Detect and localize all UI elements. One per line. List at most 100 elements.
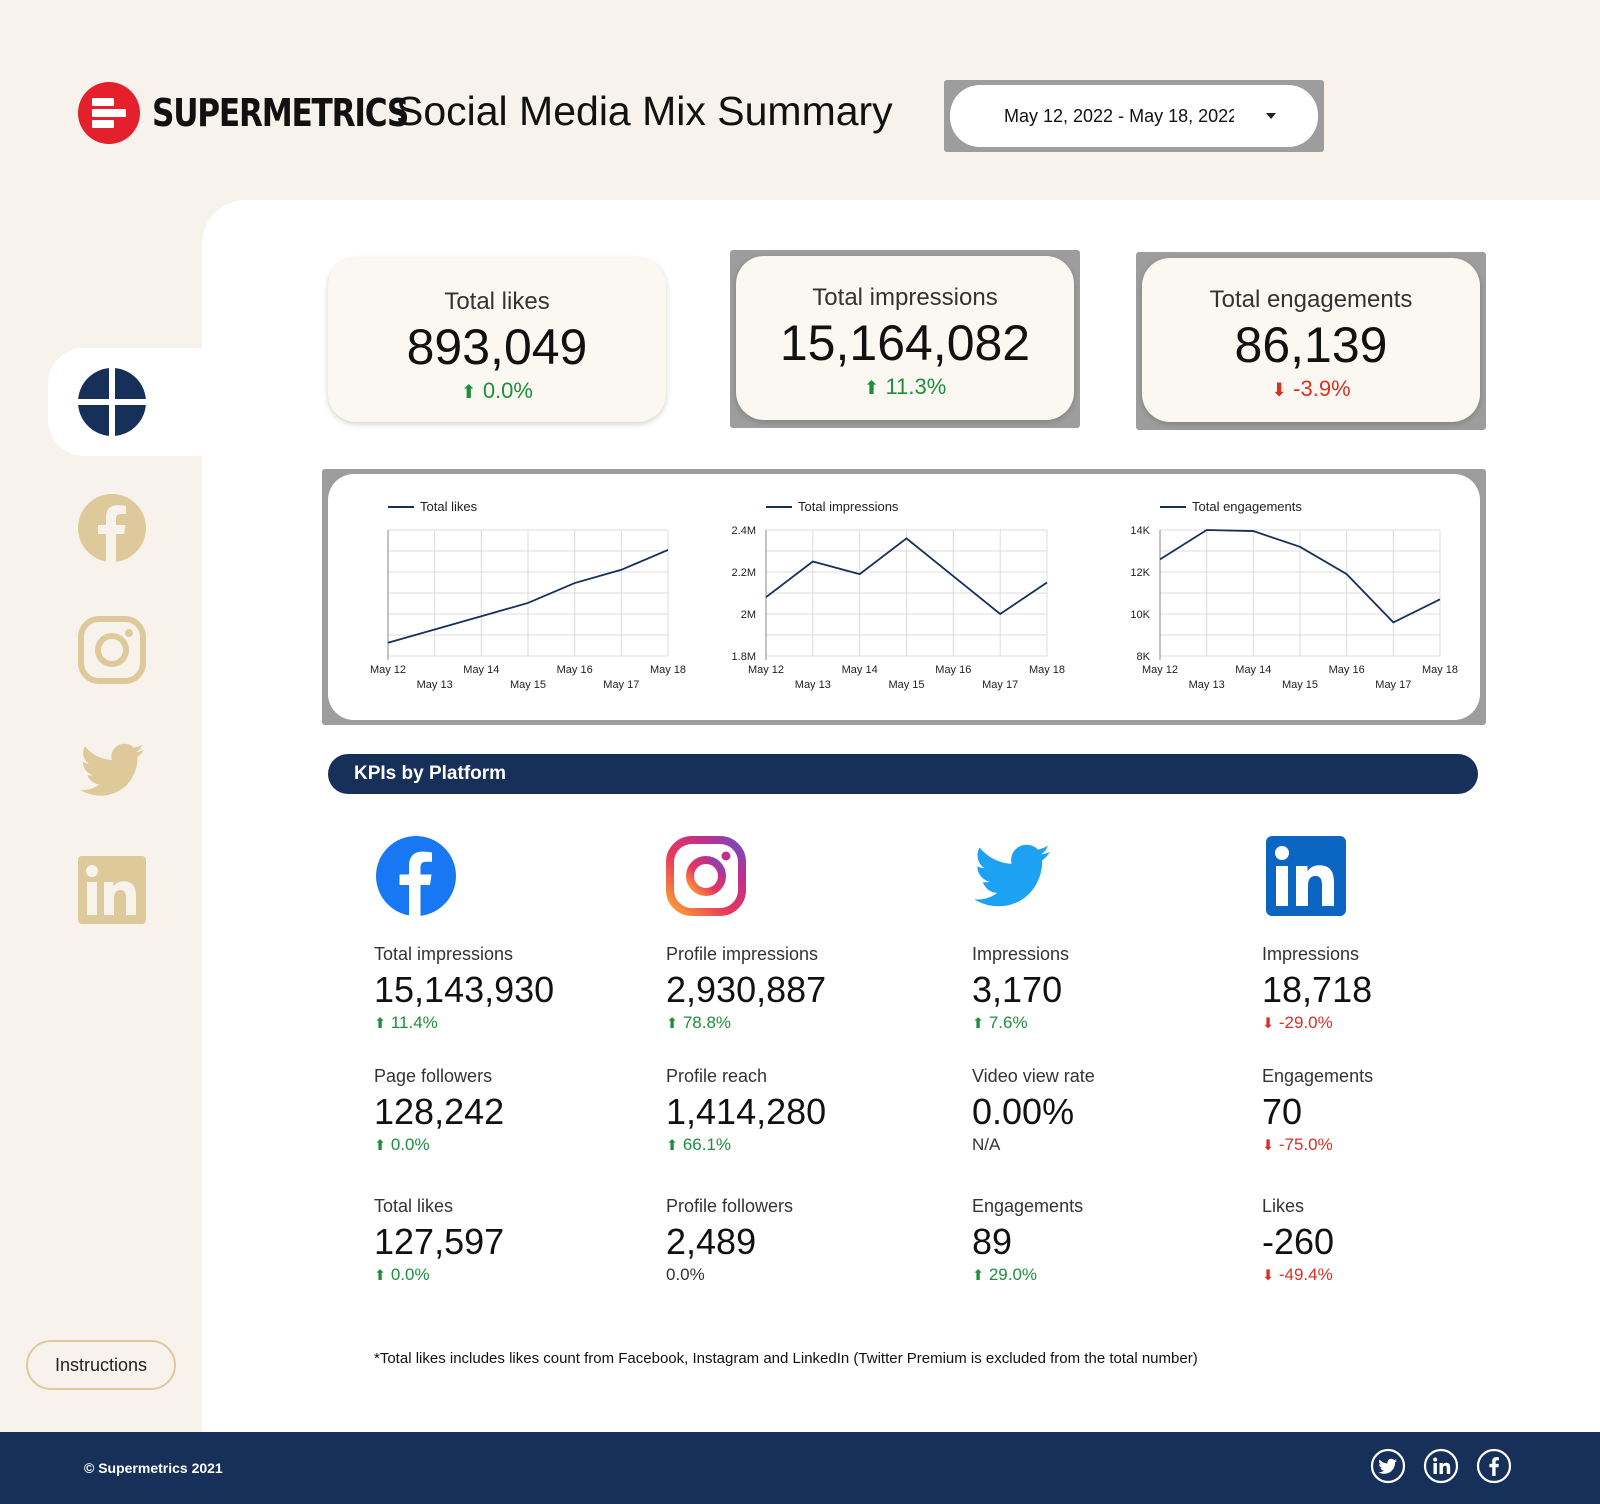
- kpi-metric-delta-value: -29.0%: [1278, 1013, 1333, 1032]
- kpi-metric-label: Profile followers: [666, 1196, 794, 1216]
- chart-x-tick-label: May 14: [463, 664, 499, 676]
- sidebar-item-twitter[interactable]: [78, 736, 146, 804]
- kpi-metric-delta-value: 78.8%: [682, 1013, 732, 1032]
- copyright: © Supermetrics 2021: [84, 1460, 223, 1476]
- kpi-metric-instagram: Profile reach 1,414,280 ⬆ 66.1%: [666, 1066, 826, 1155]
- kpi-metric-delta-value: N/A: [972, 1135, 1001, 1154]
- kpi-metric-value: -260: [1262, 1221, 1335, 1262]
- sidebar-item-linkedin[interactable]: [78, 856, 146, 924]
- kpi-metric-delta: ⬆ 0.0%: [374, 1265, 504, 1285]
- chart-y-tick-label: 2M: [741, 609, 756, 621]
- chart-x-tick-label: May 14: [842, 664, 878, 676]
- kpi-metric-delta: ⬆ 0.0%: [374, 1135, 504, 1155]
- kpi-metric-label: Video view rate: [972, 1066, 1095, 1086]
- chart-x-tick-label: May 18: [650, 664, 686, 676]
- arrow-up-icon: ⬆: [374, 1268, 387, 1284]
- kpi-card-total-likes: Total likes 893,049 ⬆ 0.0%: [328, 258, 666, 422]
- linkedin-icon[interactable]: [1423, 1448, 1459, 1484]
- sidebar-item-instagram[interactable]: [78, 616, 146, 684]
- twitter-icon[interactable]: [1370, 1448, 1406, 1484]
- kpi-metric-twitter: Engagements 89 ⬆ 29.0%: [972, 1196, 1083, 1285]
- kpi-metric-delta-value: 66.1%: [682, 1135, 732, 1154]
- kpi-metric-delta-value: 0.0%: [390, 1265, 430, 1284]
- kpi-metric-value: 70: [1262, 1091, 1303, 1132]
- kpi-metric-facebook: Total impressions 15,143,930 ⬆ 11.4%: [374, 944, 554, 1033]
- instructions-button[interactable]: Instructions: [26, 1340, 176, 1390]
- kpi-card-value: 86,139: [1234, 317, 1388, 373]
- kpi-metric-delta-value: 7.6%: [988, 1013, 1028, 1032]
- kpi-metric-label: Profile impressions: [666, 944, 819, 964]
- charts-frame: Total likes May 12 May 13 May 14 May 15 May 1…: [322, 469, 1486, 725]
- arrow-down-icon: ⬇: [1271, 379, 1288, 400]
- kpi-metric-delta-value: 29.0%: [988, 1265, 1038, 1284]
- chart-x-tick-label: May 16: [935, 664, 971, 676]
- kpi-metric-delta-value: -75.0%: [1278, 1135, 1333, 1154]
- kpi-metric-label: Total likes: [374, 1196, 454, 1216]
- date-range-value: May 12, 2022 - May 18, 2022: [1004, 105, 1234, 126]
- arrow-up-icon: ⬆: [666, 1016, 679, 1032]
- kpi-metric-label: Likes: [1262, 1196, 1305, 1216]
- chart-y-tick-label: 12K: [1130, 567, 1150, 579]
- arrow-up-icon: ⬆: [461, 381, 477, 402]
- chart-x-tick-label: May 17: [1375, 679, 1411, 691]
- brand-logo: SUPERMETRICS: [78, 82, 464, 144]
- kpi-card-label: Total impressions: [812, 284, 998, 311]
- sidebar-item-overview[interactable]: [78, 368, 146, 436]
- kpi-metric-delta: ⬇ -75.0%: [1262, 1135, 1373, 1155]
- kpi-card-delta: ⬆ 11.3%: [736, 374, 1074, 400]
- kpi-metric-delta: ⬆ 78.8%: [666, 1013, 826, 1033]
- chart-y-tick-label: 2.2M: [732, 567, 756, 579]
- chart-x-tick-label: May 13: [417, 679, 453, 691]
- chart-x-tick-label: May 16: [1329, 664, 1365, 676]
- header: SUPERMETRICS Social Media Mix Summary Ma…: [0, 0, 1600, 200]
- chart-x-tick-label: May 16: [557, 664, 593, 676]
- chart-y-tick-label: 2.4M: [732, 525, 756, 537]
- trend-charts: Total likes May 12 May 13 May 14 May 15 May 1…: [370, 499, 1458, 691]
- kpi-metric-label: Engagements: [1262, 1066, 1374, 1086]
- chart-x-tick-label: May 17: [982, 679, 1018, 691]
- chart-x-tick-label: May 12: [370, 664, 406, 676]
- facebook-icon[interactable]: [1476, 1448, 1512, 1484]
- chart-x-tick-label: May 18: [1422, 664, 1458, 676]
- kpi-metric-delta-value: 11.4%: [390, 1013, 438, 1032]
- kpi-metric-label: Page followers: [374, 1066, 493, 1086]
- arrow-up-icon: ⬆: [374, 1138, 387, 1154]
- kpi-metric-value: 2,489: [666, 1221, 757, 1262]
- kpi-metric-delta: N/A: [972, 1135, 1095, 1155]
- kpi-metric-delta: ⬆ 29.0%: [972, 1265, 1083, 1285]
- kpi-metric-label: Engagements: [972, 1196, 1084, 1216]
- kpi-metric-value: 3,170: [972, 969, 1063, 1010]
- kpi-metric-value: 127,597: [374, 1221, 505, 1262]
- chart-x-tick-label: May 17: [603, 679, 639, 691]
- kpi-metric-value: 1,414,280: [666, 1091, 827, 1132]
- kpi-card-delta: ⬆ 0.0%: [328, 378, 666, 404]
- kpi-metric-twitter: Video view rate 0.00% N/A: [972, 1066, 1095, 1155]
- instagram-icon: [666, 836, 746, 916]
- chart-x-tick-label: May 12: [748, 664, 784, 676]
- kpi-metric-label: Total impressions: [374, 944, 514, 964]
- chart-x-tick-label: May 13: [1189, 679, 1225, 691]
- arrow-down-icon: ⬇: [1262, 1268, 1275, 1284]
- kpi-metric-value: 0.00%: [972, 1091, 1075, 1132]
- kpi-metric-instagram: Profile followers 2,489 0.0%: [666, 1196, 793, 1285]
- sidebar-item-facebook[interactable]: [78, 494, 146, 562]
- kpi-metric-facebook: Total likes 127,597 ⬆ 0.0%: [374, 1196, 504, 1285]
- kpi-metric-delta: ⬇ -29.0%: [1262, 1013, 1372, 1033]
- kpi-card-label: Total likes: [444, 288, 550, 315]
- chart-x-tick-label: May 13: [795, 679, 831, 691]
- kpi-metric-facebook: Page followers 128,242 ⬆ 0.0%: [374, 1066, 504, 1155]
- kpi-metric-delta: ⬆ 11.4%: [374, 1013, 554, 1033]
- kpi-metric-instagram: Profile impressions 2,930,887 ⬆ 78.8%: [666, 944, 826, 1033]
- arrow-up-icon: ⬆: [666, 1138, 679, 1154]
- kpi-metric-value: 128,242: [374, 1091, 505, 1132]
- supermetrics-logo-icon: [78, 82, 140, 144]
- date-range-picker[interactable]: May 12, 2022 - May 18, 2022: [950, 85, 1318, 147]
- kpi-metric-linkedin: Engagements 70 ⬇ -75.0%: [1262, 1066, 1373, 1155]
- chart-y-tick-label: 8K: [1137, 651, 1151, 663]
- kpi-card-delta: ⬇ -3.9%: [1142, 376, 1480, 402]
- date-range-frame: May 12, 2022 - May 18, 2022: [944, 80, 1324, 152]
- kpi-metric-label: Profile reach: [666, 1066, 768, 1086]
- kpi-metric-delta-value: 0.0%: [390, 1135, 430, 1154]
- chart-y-tick-label: 14K: [1130, 525, 1150, 537]
- kpi-card-delta-value: 0.0%: [482, 378, 533, 403]
